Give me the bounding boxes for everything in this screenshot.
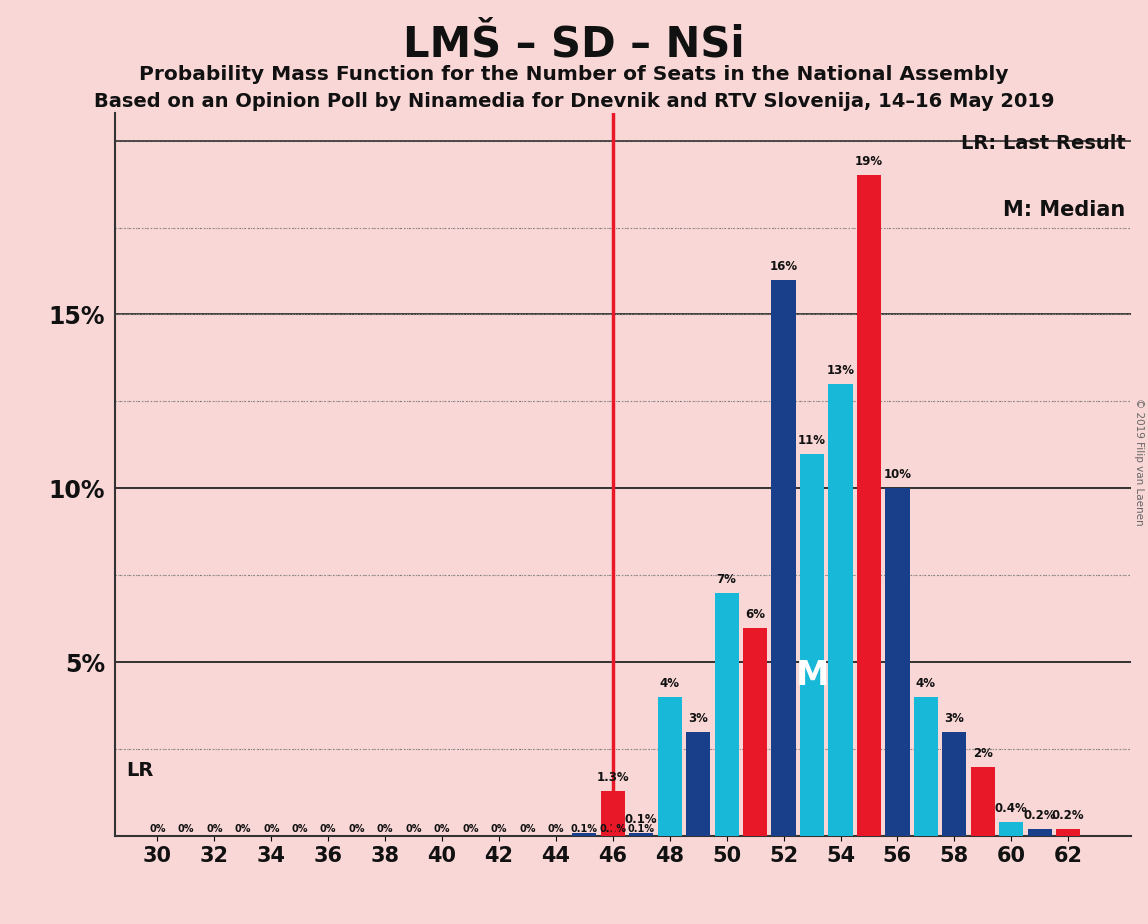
Bar (771, 280, 796, 836)
Text: 0%: 0% (178, 824, 194, 834)
Text: 0.1%: 0.1% (571, 824, 598, 834)
Bar (658, 697, 682, 836)
Text: 3%: 3% (945, 711, 964, 725)
Text: 0%: 0% (463, 824, 479, 834)
Bar (943, 732, 967, 836)
Text: 0%: 0% (377, 824, 394, 834)
Text: 0.1%: 0.1% (628, 824, 654, 834)
Text: 0%: 0% (149, 824, 165, 834)
Bar (572, 833, 597, 836)
Bar (600, 791, 625, 836)
Text: 0%: 0% (263, 824, 280, 834)
Text: 0%: 0% (207, 824, 223, 834)
Text: 0%: 0% (519, 824, 536, 834)
Text: 0.2%: 0.2% (1052, 809, 1085, 822)
Text: 10%: 10% (884, 468, 912, 481)
Text: 0.4%: 0.4% (995, 802, 1027, 815)
Text: Based on an Opinion Poll by Ninamedia for Dnevnik and RTV Slovenija, 14–16 May 2: Based on an Opinion Poll by Ninamedia fo… (94, 92, 1054, 112)
Text: LR: Last Result: LR: Last Result (961, 134, 1126, 153)
Text: M: M (796, 659, 829, 692)
Text: 19%: 19% (855, 155, 883, 168)
Text: 0.2%: 0.2% (1023, 809, 1056, 822)
Text: 13%: 13% (827, 364, 854, 377)
Bar (914, 697, 938, 836)
Text: 1.3%: 1.3% (597, 771, 629, 784)
Text: 16%: 16% (769, 260, 798, 273)
Bar (971, 767, 995, 836)
Text: 2%: 2% (972, 747, 993, 760)
Text: LMŠ – SD – NSi: LMŠ – SD – NSi (403, 23, 745, 65)
Bar (1027, 829, 1052, 836)
Text: 0%: 0% (349, 824, 365, 834)
Text: 0%: 0% (490, 824, 507, 834)
Bar (856, 176, 881, 836)
Bar (999, 822, 1023, 836)
Text: 0%: 0% (405, 824, 421, 834)
Text: 0%: 0% (234, 824, 251, 834)
Text: 3%: 3% (689, 711, 708, 725)
Bar (743, 627, 767, 836)
Text: 0%: 0% (320, 824, 336, 834)
Text: 11%: 11% (798, 433, 827, 446)
Bar (885, 489, 909, 836)
Text: 7%: 7% (716, 573, 737, 586)
Bar (829, 384, 853, 836)
Bar (800, 454, 824, 836)
Text: 0.1%: 0.1% (599, 824, 627, 834)
Text: 0%: 0% (292, 824, 308, 834)
Bar (687, 732, 711, 836)
Text: © 2019 Filip van Laenen: © 2019 Filip van Laenen (1134, 398, 1143, 526)
Text: LR: LR (126, 760, 154, 780)
Text: Probability Mass Function for the Number of Seats in the National Assembly: Probability Mass Function for the Number… (139, 65, 1009, 84)
Text: 0.1%: 0.1% (625, 813, 658, 826)
Bar (1056, 829, 1080, 836)
Bar (629, 833, 653, 836)
Text: 0%: 0% (434, 824, 450, 834)
Text: 4%: 4% (660, 677, 680, 690)
Bar (714, 592, 739, 836)
Text: 0%: 0% (548, 824, 564, 834)
Text: M: Median: M: Median (1003, 200, 1126, 220)
Text: 4%: 4% (916, 677, 936, 690)
Text: 6%: 6% (745, 608, 765, 621)
